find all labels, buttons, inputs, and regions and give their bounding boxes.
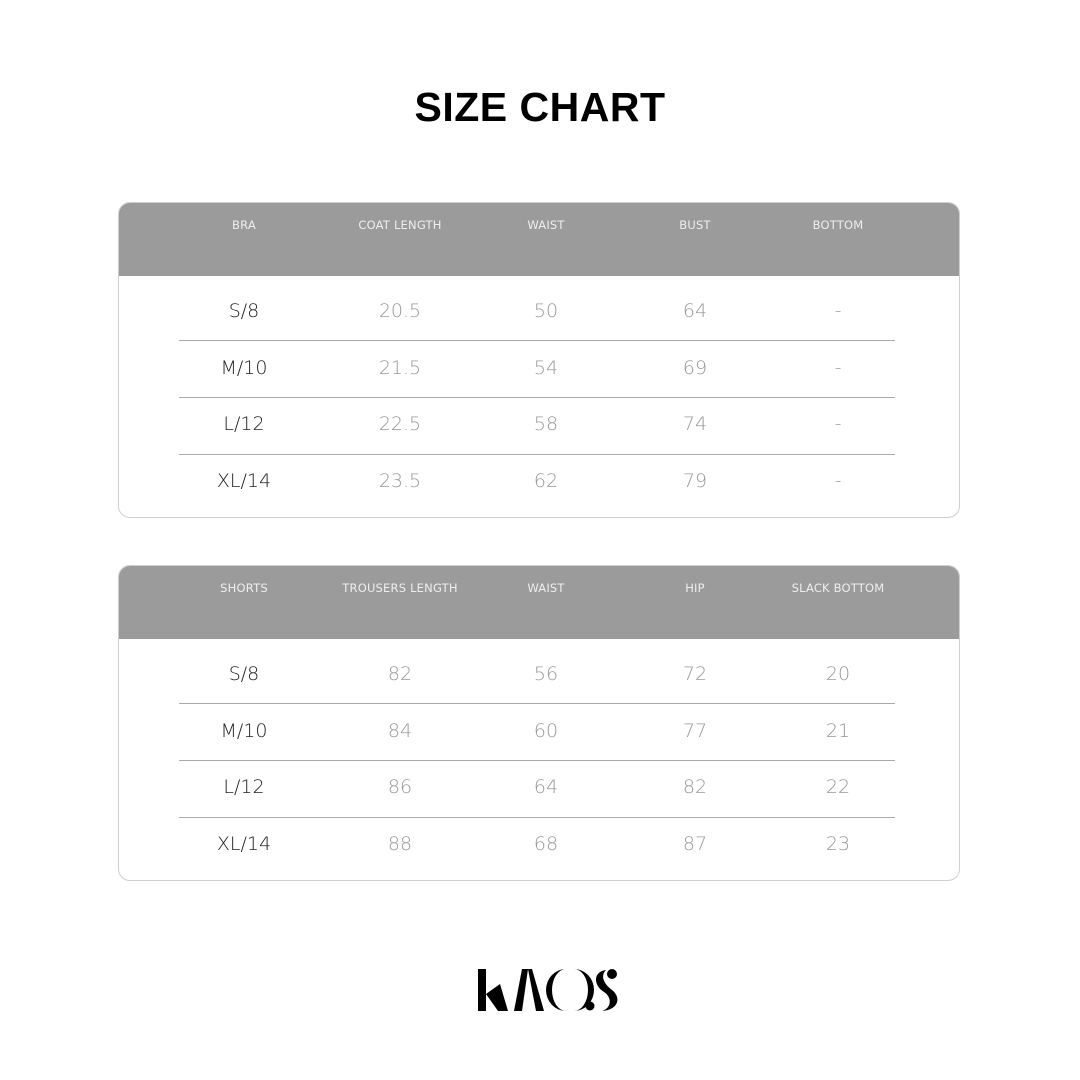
size-label: XL/14: [216, 469, 272, 492]
measurement-cell: 23.5: [378, 469, 422, 492]
measurement-cell: 50: [533, 300, 559, 322]
measurement-cell: 84: [387, 719, 413, 742]
size-table-bra: BRA COAT LENGTH WAIST BUST BOTTOM S/8 20.5 50 64…: [118, 202, 960, 518]
measurement-cell: 86: [387, 776, 413, 798]
row-divider: [179, 760, 895, 761]
measurement-cell: 20: [825, 663, 851, 685]
measurement-cell: -: [834, 356, 842, 379]
table-row: XL/14 88 68 87 23: [119, 832, 959, 881]
table-row: S/8 82 56 72 20: [119, 663, 959, 719]
measurement-cell: 23: [825, 832, 851, 855]
size-label: L/12: [223, 776, 265, 798]
size-table-shorts: SHORTS TROUSERS LENGTH WAIST HIP SLACK BOTTO…: [118, 565, 960, 881]
measurement-cell: 69: [682, 356, 708, 379]
row-divider: [179, 817, 895, 818]
measurement-cell: 62: [533, 469, 559, 492]
measurement-cell: 88: [387, 832, 413, 855]
table-row: M/10 21.5 54 69 -: [119, 357, 959, 413]
row-divider: [179, 454, 895, 455]
measurement-cell: 60: [533, 719, 559, 742]
measurement-cell: 82: [387, 663, 413, 685]
measurement-cell: -: [834, 300, 842, 322]
measurement-cell: 82: [682, 776, 708, 798]
measurement-cell: 58: [533, 413, 559, 435]
table-header: BRA COAT LENGTH WAIST BUST BOTTOM: [119, 203, 959, 276]
measurement-cell: 54: [533, 356, 559, 379]
measurement-cell: 68: [533, 832, 559, 855]
row-divider: [179, 397, 895, 398]
size-label: XL/14: [216, 832, 272, 855]
measurement-cell: 20.5: [378, 300, 422, 322]
table-header: SHORTS TROUSERS LENGTH WAIST HIP SLACK BOTTO…: [119, 566, 959, 639]
measurement-cell: 56: [533, 663, 559, 685]
measurement-cell: 77: [682, 719, 708, 742]
measurement-cell: 74: [682, 413, 708, 435]
column-header: WAIST: [527, 218, 565, 232]
column-header: SHORTS: [220, 581, 268, 595]
column-header: WAIST: [527, 581, 565, 595]
measurement-cell: 64: [682, 300, 708, 322]
table-row: S/8 20.5 50 64 -: [119, 300, 959, 356]
column-header: BRA: [232, 218, 256, 232]
size-label: L/12: [223, 413, 265, 435]
measurement-cell: 64: [533, 776, 559, 798]
column-header: BOTTOM: [812, 218, 864, 232]
table-row: M/10 84 60 77 21: [119, 720, 959, 776]
measurement-cell: 22.5: [378, 413, 422, 435]
column-header: TROUSERS LENGTH: [342, 581, 458, 595]
measurement-cell: -: [834, 469, 842, 492]
table-row: XL/14 23.5 62 79 -: [119, 469, 959, 518]
table-row: L/12 22.5 58 74 -: [119, 413, 959, 469]
size-label: M/10: [220, 356, 268, 379]
measurement-cell: -: [834, 413, 842, 435]
kaos-logo: [478, 969, 618, 1011]
measurement-cell: 21: [825, 719, 851, 742]
size-label: S/8: [228, 663, 260, 685]
size-label: M/10: [220, 719, 268, 742]
row-divider: [179, 340, 895, 341]
measurement-cell: 22: [825, 776, 851, 798]
column-header: HIP: [685, 581, 705, 595]
column-header: COAT LENGTH: [358, 218, 442, 232]
measurement-cell: 72: [682, 663, 708, 685]
measurement-cell: 79: [682, 469, 708, 492]
measurement-cell: 21.5: [378, 356, 422, 379]
column-header: BUST: [679, 218, 711, 232]
measurement-cell: 87: [682, 832, 708, 855]
table-row: L/12 86 64 82 22: [119, 776, 959, 832]
column-header: SLACK BOTTOM: [791, 581, 885, 595]
size-label: S/8: [228, 300, 260, 322]
row-divider: [179, 703, 895, 704]
page-title: SIZE CHART: [414, 84, 666, 130]
